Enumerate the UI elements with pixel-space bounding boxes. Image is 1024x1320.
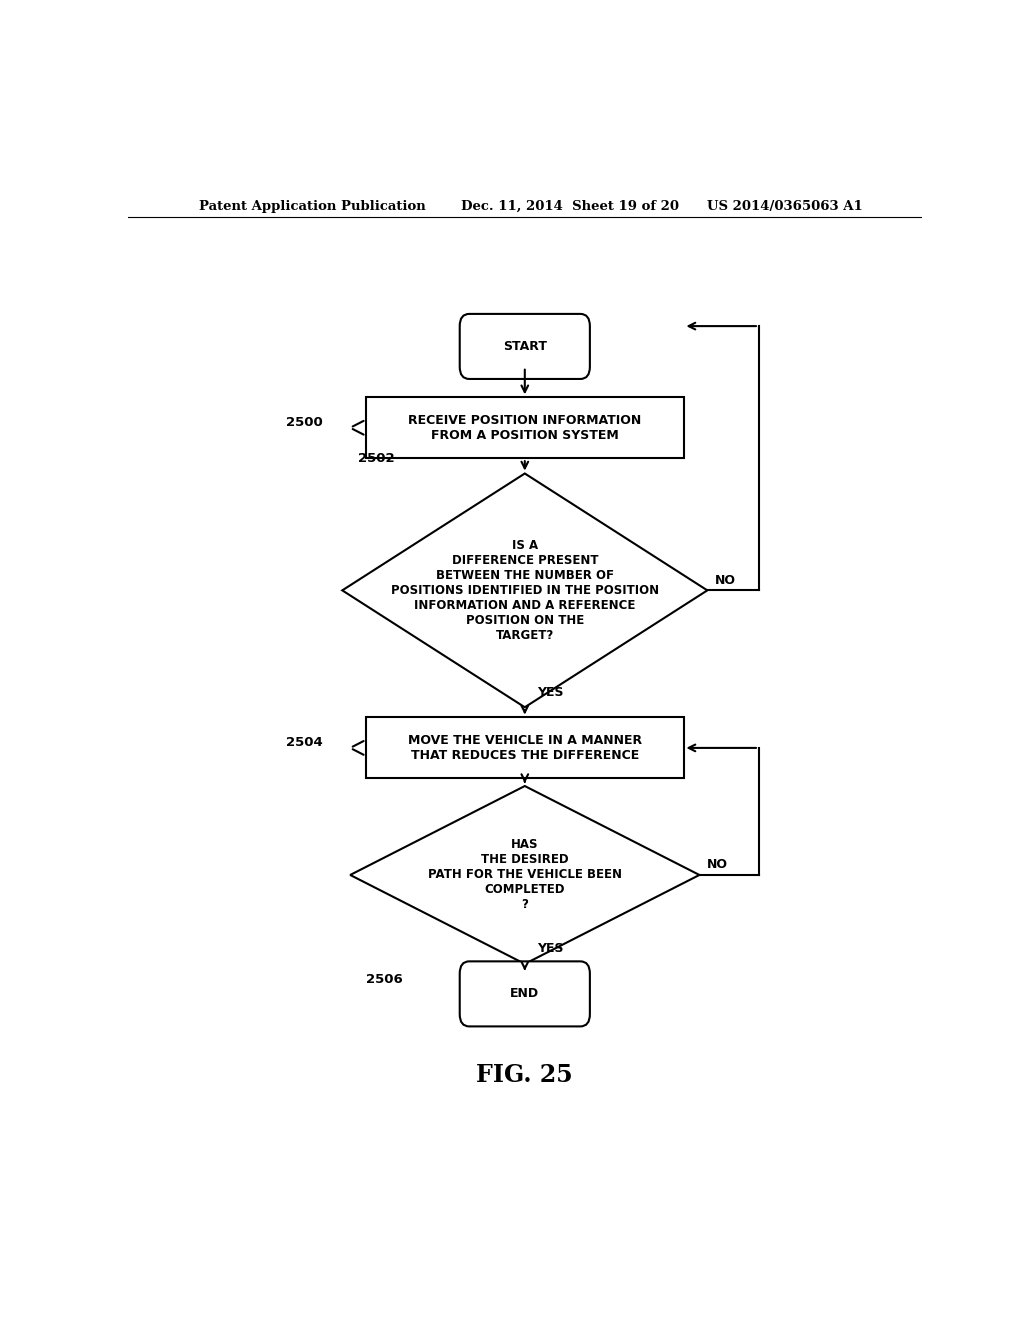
Bar [367, 718, 684, 779]
Text: 2506: 2506 [367, 973, 402, 986]
Text: 2504: 2504 [286, 737, 323, 750]
FancyBboxPatch shape [460, 314, 590, 379]
Text: HAS
THE DESIRED
PATH FOR THE VEHICLE BEEN
COMPLETED
?: HAS THE DESIRED PATH FOR THE VEHICLE BEE… [428, 838, 622, 912]
Text: US 2014/0365063 A1: US 2014/0365063 A1 [708, 199, 863, 213]
FancyBboxPatch shape [460, 961, 590, 1027]
Text: 2500: 2500 [286, 416, 323, 429]
Text: START: START [503, 341, 547, 352]
Text: END: END [510, 987, 540, 1001]
Text: NO: NO [715, 574, 736, 586]
Text: IS A
DIFFERENCE PRESENT
BETWEEN THE NUMBER OF
POSITIONS IDENTIFIED IN THE POSITI: IS A DIFFERENCE PRESENT BETWEEN THE NUMB… [391, 539, 658, 642]
Text: MOVE THE VEHICLE IN A MANNER
THAT REDUCES THE DIFFERENCE: MOVE THE VEHICLE IN A MANNER THAT REDUCE… [408, 734, 642, 762]
Bar [367, 397, 684, 458]
Text: 2502: 2502 [358, 451, 395, 465]
Text: RECEIVE POSITION INFORMATION
FROM A POSITION SYSTEM: RECEIVE POSITION INFORMATION FROM A POSI… [409, 413, 641, 442]
Polygon shape [342, 474, 708, 708]
Text: YES: YES [537, 942, 563, 956]
Text: Dec. 11, 2014  Sheet 19 of 20: Dec. 11, 2014 Sheet 19 of 20 [461, 199, 679, 213]
Text: Patent Application Publication: Patent Application Publication [200, 199, 426, 213]
Polygon shape [350, 785, 699, 964]
Text: YES: YES [537, 685, 563, 698]
Text: FIG. 25: FIG. 25 [476, 1063, 573, 1088]
Text: NO: NO [708, 858, 728, 871]
